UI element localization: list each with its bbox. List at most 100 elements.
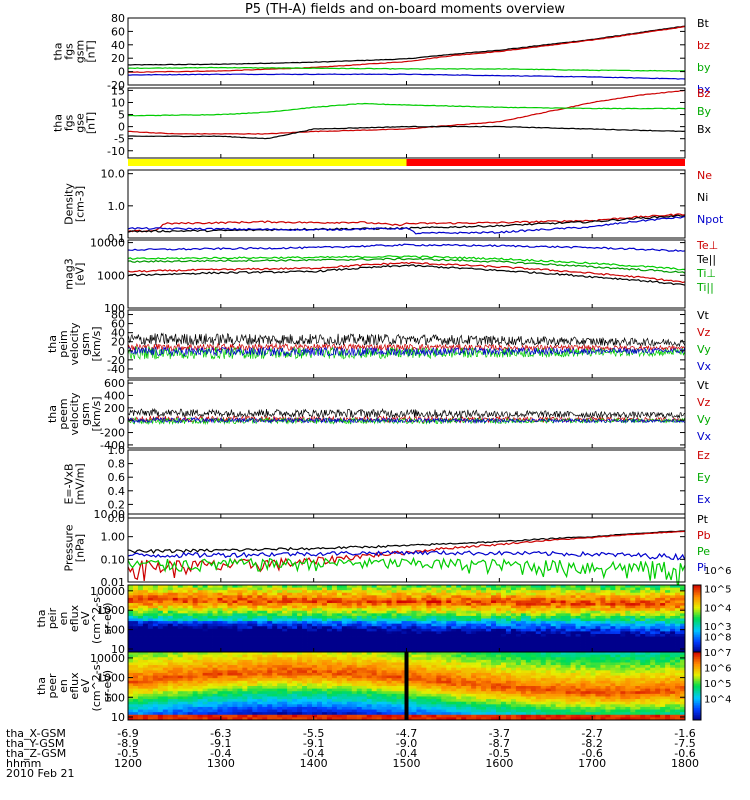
spectrogram-cell [595,626,601,630]
spectrogram-cell [207,636,213,640]
spectrogram-cell [292,626,298,630]
spectrogram-cell [152,595,159,599]
spectrogram-cell [187,644,194,648]
spectrogram-cell [560,590,567,594]
spectrogram-cell [441,670,447,674]
spectrogram-cell [446,626,452,630]
spectrogram-cell [232,592,238,596]
spectrogram-cell [515,646,522,650]
spectrogram-cell [282,709,288,713]
spectrogram-cell [436,654,442,658]
spectrogram-cell [262,644,268,648]
spectrogram-cell [361,678,368,682]
spectrogram-cell [267,701,273,705]
spectrogram-cell [451,704,457,708]
spectrogram-cell [272,709,278,713]
spectrogram-cell [267,654,273,658]
spectrogram-cell [391,665,397,669]
spectrogram-cell [137,615,144,619]
spectrogram-cell [287,623,293,627]
spectrogram-cell [630,639,636,643]
spectrogram-cell [302,626,308,630]
spectrogram-cell [386,597,392,601]
spectrogram-cell [515,597,522,601]
spectrogram-cell [227,608,233,612]
spectrogram-cell [411,641,417,645]
spectrogram-cell [157,662,164,666]
spectrogram-cell [217,657,223,661]
spectrogram-cell [580,618,586,622]
spectrogram-cell [595,628,601,632]
spectrogram-cell [545,610,552,614]
spectrogram-cell [675,613,681,617]
spectrogram-cell [680,610,686,614]
spectrogram-cell [197,693,203,697]
spectrogram-cell [267,623,273,627]
spectrogram-cell [575,613,581,617]
spectrogram-cell [471,628,477,632]
spectrogram-cell [217,714,223,718]
spectrogram-cell [277,712,283,716]
spectrogram-cell [247,665,253,669]
spectrogram-cell [540,590,547,594]
spectrogram-cell [177,693,184,697]
spectrogram-cell [162,595,169,599]
spectrogram-cell [361,696,368,700]
spectrogram-cell [187,709,194,713]
spectrogram-cell [411,683,417,687]
spectrogram-cell [232,691,238,695]
spectrogram-cell [232,688,238,692]
spectrogram-cell [630,605,636,609]
spectrogram-cell [660,615,666,619]
spectrogram-cell [446,600,452,604]
spectrogram-cell [167,597,174,601]
spectrogram-cell [416,714,422,718]
spectrogram-cell [237,696,243,700]
spectrogram-cell [615,603,621,607]
y-axis-label: thafgsgse[nT] [52,112,98,134]
spectrogram-cell [386,628,392,632]
spectrogram-cell [277,659,283,663]
spectrogram-cell [316,662,323,666]
spectrogram-cell [441,623,447,627]
spectrogram-cell [426,706,432,710]
spectrogram-cell [326,639,333,643]
spectrogram-cell [391,706,397,710]
spectrogram-cell [192,613,199,617]
spectrogram-cell [192,714,199,718]
spectrogram-cell [530,587,537,591]
spectrogram-cell [282,652,288,656]
spectrogram-cell [446,618,452,622]
spectrogram-cell [292,652,298,656]
spectrogram-cell [207,665,213,669]
spectrogram-cell [436,680,442,684]
spectrogram-cell [182,631,189,635]
spectrogram-cell [535,618,542,622]
spectrogram-cell [237,657,243,661]
spectrogram-cell [162,610,169,614]
spectrogram-cell [431,618,437,622]
spectrogram-cell [187,618,194,622]
spectrogram-cell [237,623,243,627]
spectrogram-cell [331,652,338,656]
spectrogram-cell [177,706,184,710]
spectrogram-cell [341,659,348,663]
spectrogram-cell [232,701,238,705]
spectrogram-cell [217,670,223,674]
spectrogram-cell [162,667,169,671]
spectrogram-cell [675,618,681,622]
spectrogram-cell [346,709,353,713]
spectrogram-cell [416,701,422,705]
spectrogram-cell [272,631,278,635]
spectrogram-cell [227,603,233,607]
spectrogram-cell [510,631,517,635]
spectrogram-cell [336,597,343,601]
spectrogram-cell [580,608,586,612]
spectrogram-cell [381,644,387,648]
spectrogram-cell [277,704,283,708]
spectrogram-cell [441,678,447,682]
spectrogram-cell [481,623,487,627]
spectrogram-cell [535,610,542,614]
spectrogram-cell [331,600,338,604]
spectrogram-cell [277,633,283,637]
